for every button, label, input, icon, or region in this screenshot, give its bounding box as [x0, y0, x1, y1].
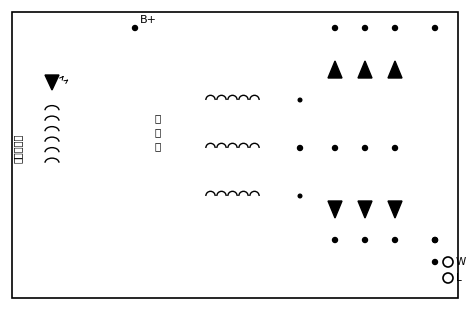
Circle shape — [362, 237, 368, 242]
Circle shape — [298, 194, 302, 198]
Polygon shape — [388, 201, 402, 218]
Text: 调
节
器: 调 节 器 — [154, 113, 160, 151]
Polygon shape — [328, 201, 342, 218]
Circle shape — [332, 237, 337, 242]
Circle shape — [393, 25, 397, 30]
Circle shape — [362, 145, 368, 150]
Polygon shape — [358, 61, 372, 78]
Circle shape — [432, 259, 438, 264]
Circle shape — [393, 145, 397, 150]
Circle shape — [298, 98, 302, 102]
Circle shape — [298, 146, 302, 150]
Circle shape — [432, 25, 438, 30]
Polygon shape — [358, 201, 372, 218]
Circle shape — [362, 25, 368, 30]
Polygon shape — [45, 75, 59, 90]
Text: L: L — [456, 273, 462, 283]
Circle shape — [297, 145, 303, 150]
Bar — [120, 65, 195, 200]
Text: B+: B+ — [140, 15, 157, 25]
Circle shape — [133, 25, 137, 30]
Circle shape — [393, 237, 397, 242]
Text: W: W — [456, 257, 466, 267]
Polygon shape — [328, 61, 342, 78]
Text: 发光二极管: 发光二极管 — [13, 133, 23, 163]
Circle shape — [332, 145, 337, 150]
Circle shape — [332, 25, 337, 30]
Circle shape — [432, 237, 438, 242]
Polygon shape — [388, 61, 402, 78]
Circle shape — [432, 237, 438, 242]
